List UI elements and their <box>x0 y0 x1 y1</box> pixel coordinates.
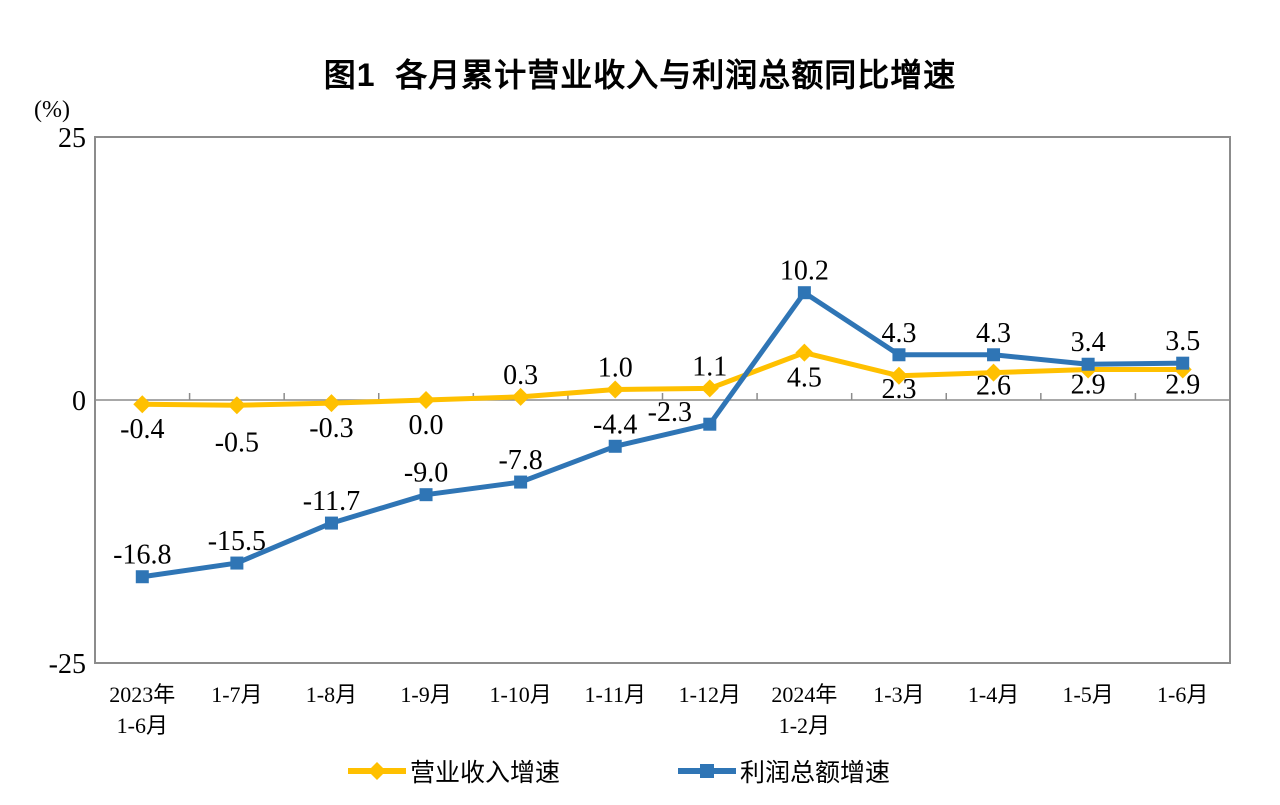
data-label: -9.0 <box>404 458 448 489</box>
data-point-marker-square <box>514 475 528 489</box>
x-axis-tick-label: 1-9月 <box>400 682 451 707</box>
x-axis-tick-label: 1-6月 <box>117 713 168 738</box>
data-point-marker-square <box>797 286 811 300</box>
data-label: 4.3 <box>976 318 1011 349</box>
data-label: -0.4 <box>120 414 164 445</box>
x-axis-tick-label: 1-4月 <box>968 682 1019 707</box>
data-label: -0.3 <box>309 413 353 444</box>
data-point-marker-square <box>230 556 244 570</box>
legend: 营业收入增速 利润总额增速 <box>0 753 1280 793</box>
x-axis-tick-label: 1-7月 <box>211 682 262 707</box>
data-point-marker-diamond <box>889 366 908 385</box>
y-axis-tick-label: 25 <box>58 123 86 154</box>
x-axis-tick-label: 2024年 <box>771 682 837 707</box>
data-label: 2.9 <box>1071 369 1106 400</box>
legend-label-revenue-growth: 营业收入增速 <box>410 760 561 787</box>
series-line <box>139 350 1186 408</box>
data-point-marker-diamond <box>227 396 246 415</box>
chart-title: 图1 各月累计营业收入与利润总额同比增速 <box>323 57 957 93</box>
data-point-marker-square <box>987 348 1001 362</box>
y-axis-unit-label: (%) <box>34 97 70 123</box>
data-label: 3.5 <box>1165 326 1200 357</box>
data-label: 0.0 <box>409 410 444 441</box>
data-point-marker-square <box>135 570 149 584</box>
data-label: -2.3 <box>648 397 692 428</box>
legend-item-profit-growth: 利润总额增速 <box>678 753 890 789</box>
data-label: -4.4 <box>593 409 637 440</box>
data-point-marker-diamond <box>984 363 1003 382</box>
x-axis-tick-label: 1-2月 <box>779 713 830 738</box>
data-label: 2.6 <box>976 371 1011 402</box>
data-point-marker-diamond <box>511 387 530 406</box>
data-label: -0.5 <box>215 427 259 458</box>
data-label: 3.4 <box>1071 327 1106 358</box>
x-axis-tick-label: 1-8月 <box>306 682 357 707</box>
data-label: 1.0 <box>598 352 633 383</box>
data-label: 2.9 <box>1165 369 1200 400</box>
data-label: 2.3 <box>881 374 916 405</box>
data-label: 0.3 <box>503 360 538 391</box>
data-label: -16.8 <box>113 540 171 571</box>
data-point-marker-square <box>608 439 622 453</box>
x-axis-tick-label: 2023年 <box>109 682 175 707</box>
series-line <box>139 290 1186 580</box>
data-point-marker-square <box>703 417 717 431</box>
data-point-marker-square <box>1081 357 1095 371</box>
x-axis-tick-label: 1-10月 <box>489 682 551 707</box>
data-label: 10.2 <box>780 256 829 287</box>
data-point-marker-diamond <box>795 343 814 362</box>
y-axis-tick-label: -25 <box>49 649 86 680</box>
data-point-marker-diamond <box>417 391 436 409</box>
data-point-marker-diamond <box>700 379 719 398</box>
y-axis-tick-label: 0 <box>72 386 86 417</box>
data-point-marker-diamond <box>322 394 341 413</box>
data-point-marker-diamond <box>133 395 152 414</box>
x-axis-tick-label: 1-6月 <box>1157 682 1208 707</box>
data-point-marker-square <box>892 348 906 362</box>
x-axis-tick-label: 1-3月 <box>873 682 924 707</box>
data-point-marker-square <box>1176 356 1190 370</box>
data-label: -7.8 <box>498 445 542 476</box>
data-label: 4.3 <box>881 318 916 349</box>
legend-label-profit-growth: 利润总额增速 <box>740 760 891 787</box>
diamond-marker-icon <box>348 762 406 780</box>
data-label: 1.1 <box>692 351 727 382</box>
data-point-marker-square <box>324 516 338 530</box>
data-point-marker-square <box>419 488 433 502</box>
x-axis-tick-label: 1-11月 <box>584 682 646 707</box>
data-label: -15.5 <box>208 526 266 557</box>
legend-item-revenue-growth: 营业收入增速 <box>348 753 560 789</box>
x-axis-tick-label: 1-12月 <box>679 682 741 707</box>
data-point-marker-diamond <box>606 380 625 399</box>
square-marker-icon <box>678 764 736 778</box>
x-axis-tick-label: 1-5月 <box>1062 682 1113 707</box>
data-label: 4.5 <box>787 363 822 394</box>
data-label: -11.7 <box>303 486 360 517</box>
